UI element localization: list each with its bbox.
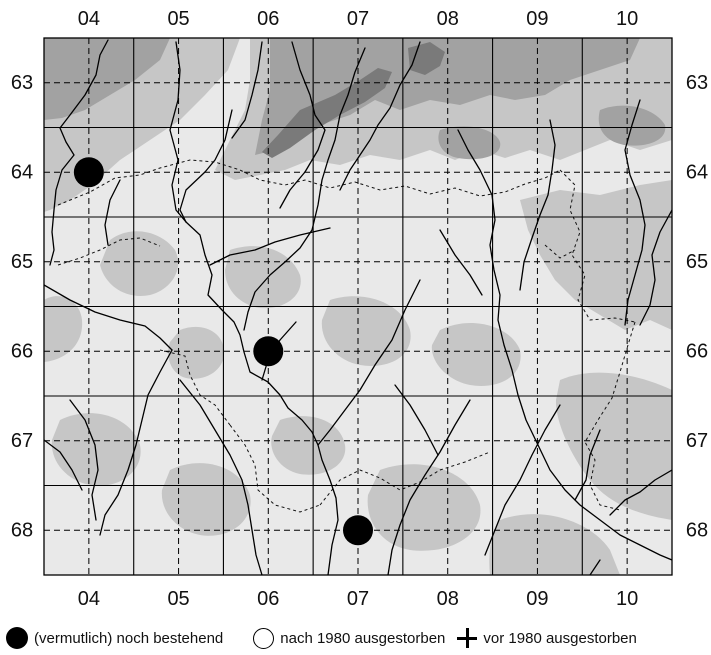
row-label-left: 65 <box>11 251 33 273</box>
legend-item-extant: (vermutlich) noch bestehend <box>6 627 223 649</box>
row-labels-right: 63 64 65 66 67 68 <box>686 72 708 542</box>
cross-icon <box>457 628 478 648</box>
row-label-left: 67 <box>11 430 33 452</box>
grid-subdivisions <box>44 38 672 575</box>
legend-label-extinct-before-1980: vor 1980 ausgestorben <box>483 629 637 647</box>
open-circle-icon <box>253 627 275 649</box>
rivers <box>44 39 672 575</box>
grid-lines <box>44 38 672 575</box>
row-label-right: 63 <box>686 72 708 94</box>
column-label-top: 09 <box>526 8 548 30</box>
column-label-bottom: 06 <box>257 588 279 610</box>
occurrence-markers <box>73 157 373 546</box>
column-label-top: 08 <box>437 8 459 30</box>
column-label-bottom: 05 <box>167 588 189 610</box>
row-label-left: 64 <box>11 161 33 183</box>
column-label-bottom: 04 <box>78 588 100 610</box>
row-labels-left: 63 64 65 66 67 68 <box>11 72 33 542</box>
column-label-bottom: 07 <box>347 588 369 610</box>
map-frame <box>43 37 673 576</box>
column-label-top: 06 <box>257 8 279 30</box>
row-label-right: 65 <box>686 251 708 273</box>
row-label-right: 66 <box>686 340 708 362</box>
column-labels-bottom: 04 05 06 07 08 09 10 <box>78 588 639 610</box>
admin-boundaries <box>57 159 636 513</box>
legend: (vermutlich) noch bestehend nach 1980 au… <box>0 624 711 652</box>
row-label-left: 66 <box>11 340 33 362</box>
distribution-map: 04 05 06 07 08 09 10 04 05 06 07 08 09 10 63 64 65 66 67… <box>11 8 708 610</box>
column-label-top: 05 <box>167 8 189 30</box>
occurrence-marker-extant <box>343 515 373 546</box>
column-labels-top: 04 05 06 07 08 09 10 <box>78 8 639 30</box>
legend-label-extinct-after-1980: nach 1980 ausgestorben <box>280 629 446 647</box>
row-label-right: 67 <box>686 430 708 452</box>
row-label-right: 68 <box>686 519 708 541</box>
relief-mountains <box>44 38 666 160</box>
column-label-bottom: 08 <box>437 588 459 610</box>
row-label-left: 63 <box>11 72 33 94</box>
filled-circle-icon <box>6 627 28 649</box>
column-label-bottom: 10 <box>616 588 638 610</box>
occurrence-marker-extant <box>253 336 284 367</box>
row-label-left: 68 <box>11 519 33 541</box>
legend-label-extant: (vermutlich) noch bestehend <box>34 629 224 647</box>
column-label-top: 10 <box>616 8 638 30</box>
legend-item-extinct-before-1980: vor 1980 ausgestorben <box>457 628 637 648</box>
column-label-top: 04 <box>78 8 100 30</box>
legend-item-extinct-after-1980: nach 1980 ausgestorben <box>253 627 446 649</box>
column-label-top: 07 <box>347 8 369 30</box>
row-label-right: 64 <box>686 161 708 183</box>
column-label-bottom: 09 <box>526 588 548 610</box>
occurrence-marker-extant <box>73 157 104 188</box>
